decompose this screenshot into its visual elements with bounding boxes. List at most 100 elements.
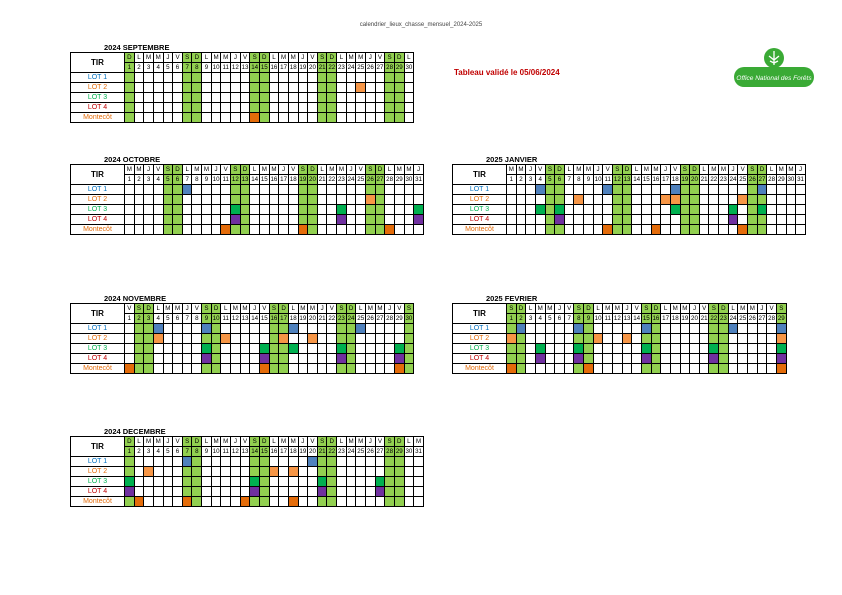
- day-cell: [326, 323, 338, 334]
- day-number-cell: 23: [718, 313, 729, 324]
- day-cell: [268, 214, 280, 225]
- weekday-cell: M: [708, 164, 720, 175]
- day-cell: [268, 323, 280, 334]
- day-cell: [336, 184, 347, 195]
- day-cell: [602, 204, 614, 215]
- day-number-cell: 20: [307, 313, 318, 324]
- hunt-day-cell: [307, 333, 318, 344]
- day-cell: [355, 476, 366, 487]
- day-cell: [393, 92, 405, 103]
- weekday-cell: V: [374, 436, 386, 447]
- day-cell: [544, 184, 556, 195]
- day-cell: [326, 194, 338, 205]
- day-cell: [631, 184, 642, 195]
- day-cell: [316, 204, 328, 215]
- day-cell: [365, 102, 376, 113]
- weekday-cell: V: [534, 164, 546, 175]
- day-cell: [143, 333, 154, 344]
- day-cell: [230, 466, 241, 477]
- row-label: LOT 1: [452, 323, 507, 334]
- day-cell: [230, 194, 241, 205]
- day-cell: [355, 486, 366, 497]
- day-cell: [766, 353, 777, 364]
- row-lot1: LOT 1: [70, 456, 424, 467]
- weekday-cell: J: [689, 303, 700, 314]
- weekday-cell: V: [172, 52, 183, 63]
- day-cell: [631, 194, 642, 205]
- weekday-cell: J: [660, 164, 671, 175]
- day-cell: [660, 214, 671, 225]
- weekday-cell: V: [191, 303, 203, 314]
- day-cell: [172, 184, 183, 195]
- weekday-cell: S: [268, 303, 280, 314]
- weekday-cell: M: [278, 52, 289, 63]
- weekday-cell: D: [124, 436, 135, 447]
- day-cell: [230, 496, 241, 507]
- day-cell: [191, 486, 203, 497]
- day-cell: [563, 323, 575, 334]
- weekday-cell: M: [374, 303, 386, 314]
- day-cell: [573, 333, 585, 344]
- day-cell: [393, 476, 405, 487]
- weekday-cell: D: [326, 436, 338, 447]
- weekday-cell: D: [718, 303, 729, 314]
- day-cell: [133, 343, 145, 354]
- day-number-cell: 25: [355, 62, 366, 73]
- day-cell: [143, 72, 154, 83]
- hunt-day-cell: [708, 353, 720, 364]
- day-cell: [143, 112, 154, 123]
- day-number-cell: 21: [698, 313, 710, 324]
- row-label: Montecôt: [70, 363, 125, 374]
- hunt-day-cell: [181, 496, 193, 507]
- day-cell: [201, 112, 212, 123]
- day-number-cell: 16: [650, 313, 662, 324]
- day-cell: [239, 323, 251, 334]
- day-number-cell: 3: [143, 62, 154, 73]
- weekday-cell: S: [316, 52, 328, 63]
- day-cell: [181, 102, 193, 113]
- hunt-day-cell: [258, 353, 270, 364]
- day-cell: [191, 466, 203, 477]
- day-cell: [355, 102, 366, 113]
- day-cell: [239, 92, 251, 103]
- day-cell: [795, 184, 806, 195]
- day-cell: [737, 214, 748, 225]
- day-cell: [365, 363, 376, 374]
- day-cell: [307, 72, 318, 83]
- weekday-cell: S: [573, 303, 585, 314]
- weekday-cell: J: [756, 303, 768, 314]
- hunt-day-cell: [727, 323, 739, 334]
- day-cell: [172, 476, 183, 487]
- day-number-cell: 3: [525, 313, 536, 324]
- hunt-day-cell: [201, 323, 212, 334]
- day-number-cell: 29: [775, 313, 787, 324]
- day-number-cell: 27: [374, 446, 386, 457]
- day-cell: [384, 72, 395, 83]
- day-cell: [669, 224, 681, 235]
- row-label: Montecôt: [70, 496, 125, 507]
- day-cell: [220, 112, 232, 123]
- day-cell: [374, 323, 386, 334]
- weekday-cell: M: [239, 303, 251, 314]
- day-cell: [727, 363, 739, 374]
- row-lot1: LOT 1: [452, 184, 806, 195]
- weekday-cell: M: [268, 164, 280, 175]
- row-lot2: LOT 2: [70, 333, 415, 344]
- weekday-cell: M: [307, 303, 318, 314]
- day-cell: [143, 82, 154, 93]
- month-table: TIR M M J V S D L M M J V S D L M M J V S D L M M J V S D L M M J 1 2 3 4 5 6…: [70, 164, 424, 235]
- day-cell: [287, 214, 299, 225]
- day-cell: [515, 184, 527, 195]
- day-cell: [162, 72, 174, 83]
- day-cell: [698, 194, 710, 205]
- day-number-cell: 1: [124, 446, 135, 457]
- day-cell: [124, 343, 135, 354]
- weekday-cell: V: [737, 164, 748, 175]
- hunt-day-cell: [124, 476, 135, 487]
- row-label: LOT 4: [452, 353, 507, 364]
- tir-header: TIR: [452, 164, 507, 185]
- day-cell: [124, 214, 135, 225]
- weekday-cell: J: [297, 52, 309, 63]
- day-number-cell: 1: [506, 313, 517, 324]
- day-number-cell: 19: [297, 62, 309, 73]
